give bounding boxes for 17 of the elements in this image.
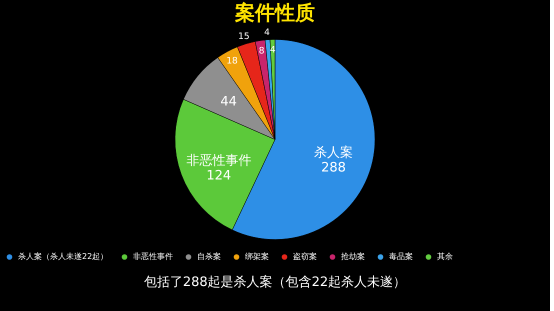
legend-label: 非恶性事件: [133, 252, 173, 261]
data-label: 4: [264, 28, 270, 38]
data-label: 8: [258, 46, 265, 56]
data-label: 杀人案 288: [314, 144, 354, 176]
legend-label: 自杀案: [197, 252, 221, 261]
legend-label: 杀人案（杀人未遂22起）: [18, 252, 108, 261]
data-label: 18: [226, 56, 238, 66]
data-label: 15: [238, 32, 250, 42]
legend-label: 毒品案: [389, 252, 413, 261]
text: 包括了288起是杀人案（包含22起杀人未遂）: [144, 274, 406, 290]
legend-label: 盗窃案: [293, 252, 317, 261]
data-label: 非恶性事件 124: [186, 154, 252, 184]
chart-title: 案件性质: [234, 0, 315, 25]
legend-label: 绑架案: [245, 252, 269, 261]
data-label: 44: [220, 94, 237, 110]
legend-label: 抢劫案: [341, 252, 365, 261]
legend-label: 其余: [437, 252, 453, 261]
